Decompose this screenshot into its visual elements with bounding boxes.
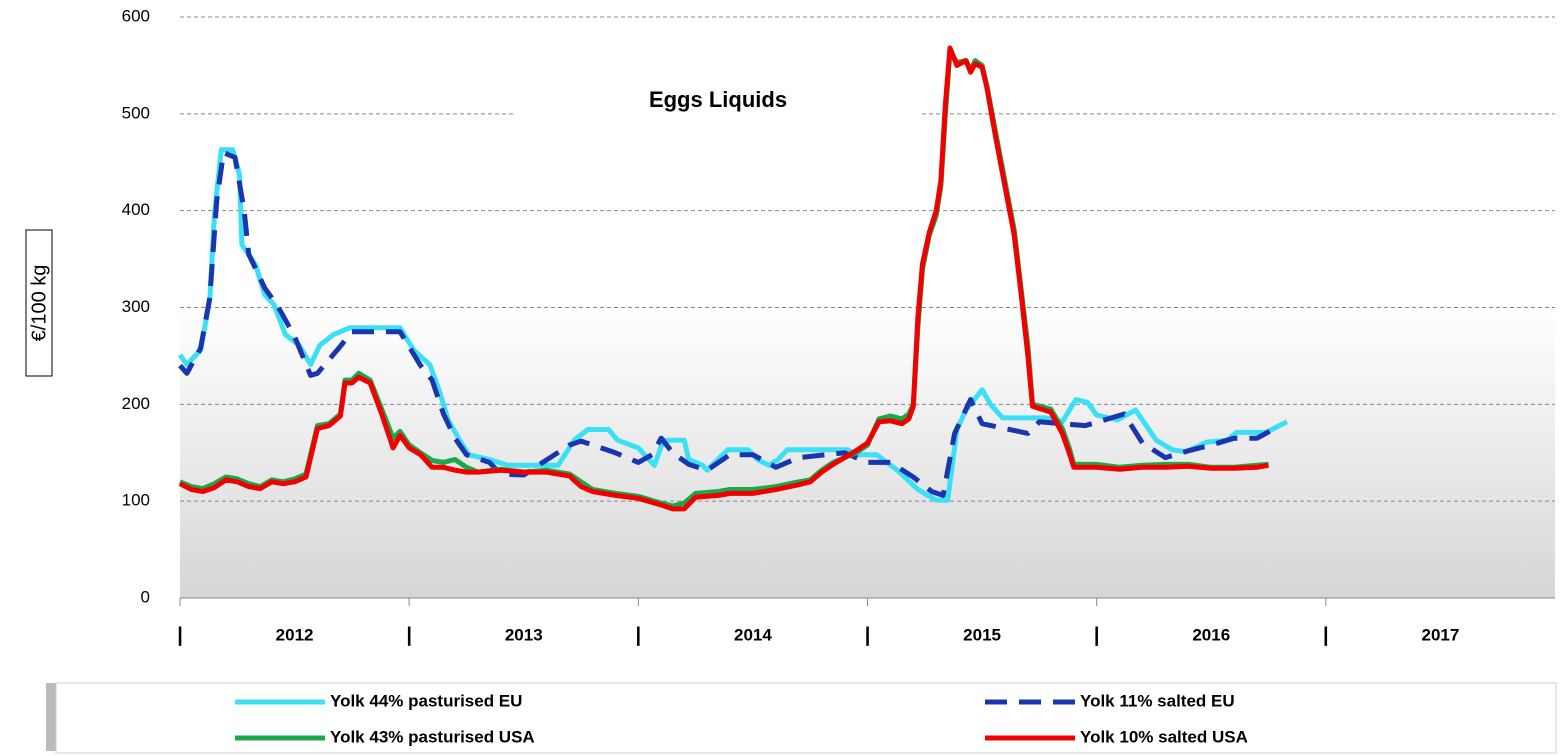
legend-label: Yolk 11% salted EU <box>1080 691 1235 710</box>
x-tick-label: | <box>406 624 412 646</box>
year-label: 2016 <box>1192 625 1230 644</box>
series-line <box>177 147 1289 503</box>
y-tick-label: 200 <box>122 394 150 413</box>
legend-label: Yolk 44% pasturised EU <box>330 691 522 710</box>
y-tick-label: 100 <box>122 491 150 510</box>
x-tick-label: | <box>865 624 871 646</box>
y-tick-label: 600 <box>122 6 150 25</box>
year-label: 2017 <box>1422 625 1460 644</box>
series-line <box>178 45 1269 512</box>
y-label-box <box>25 229 53 377</box>
y-axis-label: €/100 kg <box>28 265 50 342</box>
chart-title: Eggs Liquids <box>649 87 787 112</box>
y-tick-label: 0 <box>141 587 150 606</box>
year-label: 2014 <box>734 625 772 644</box>
x-tick-label: | <box>636 624 642 646</box>
y-tick-label: 500 <box>122 103 150 122</box>
title-box <box>516 84 920 124</box>
legend-label: Yolk 43% pasturised USA <box>330 727 535 746</box>
x-tick-label: | <box>177 624 183 646</box>
legend <box>55 682 1557 754</box>
series-line <box>178 150 1282 498</box>
legend-items: Yolk 44% pasturised EU Yolk 11% salted EU… <box>235 691 1248 746</box>
legend-label: Yolk 10% salted USA <box>1080 727 1248 746</box>
year-label: 2012 <box>276 625 314 644</box>
year-label: 2013 <box>505 625 543 644</box>
x-tick-label: | <box>1094 624 1100 646</box>
y-tick-label: 300 <box>122 297 150 316</box>
y-tick-label: 400 <box>122 200 150 219</box>
year-label: 2015 <box>963 625 1001 644</box>
x-tick-label: | <box>1323 624 1329 646</box>
lines <box>177 45 1289 512</box>
